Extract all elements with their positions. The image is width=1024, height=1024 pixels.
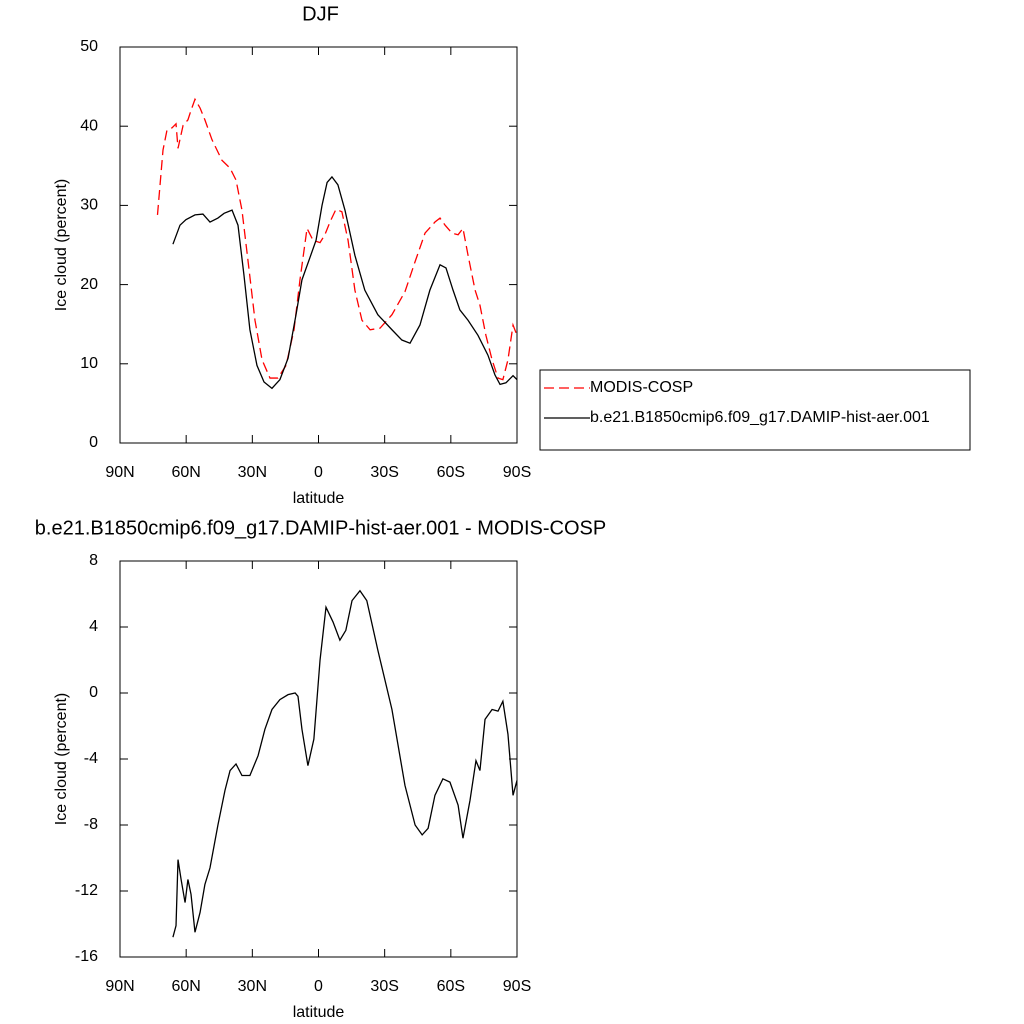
legend-box	[539, 369, 971, 451]
chart-title: b.e21.B1850cmip6.f09_g17.DAMIP-hist-aer.…	[35, 517, 606, 539]
y-tick-label: -8	[84, 816, 98, 833]
x-tick-label: 30N	[238, 978, 267, 995]
y-tick-label: 50	[80, 38, 98, 55]
y-axis-label: Ice cloud (percent)	[53, 179, 70, 312]
y-tick-label: -16	[75, 948, 98, 965]
x-tick-label: 60S	[437, 464, 465, 481]
x-tick-label: 60N	[171, 978, 200, 995]
x-axis-label: latitude	[293, 1004, 345, 1021]
plot-frame	[119, 560, 518, 958]
legend-label: MODIS-COSP	[590, 379, 693, 396]
y-tick-label: 0	[89, 684, 98, 701]
chart-title: DJF	[302, 3, 339, 25]
x-tick-label: 60N	[171, 464, 200, 481]
y-tick-label: -12	[75, 882, 98, 899]
data-line	[156, 97, 518, 381]
x-tick-label: 90N	[105, 464, 134, 481]
x-tick-label: 0	[314, 464, 323, 481]
data-line	[172, 589, 518, 938]
y-tick-label: 40	[80, 117, 98, 134]
x-tick-label: 0	[314, 978, 323, 995]
x-tick-label: 90S	[503, 464, 531, 481]
y-tick-label: 10	[80, 355, 98, 372]
legend-label: b.e21.B1850cmip6.f09_g17.DAMIP-hist-aer.…	[590, 409, 930, 426]
data-line	[172, 175, 518, 390]
y-tick-label: 8	[89, 552, 98, 569]
y-tick-label: 0	[89, 434, 98, 451]
x-tick-label: 90S	[503, 978, 531, 995]
y-axis-label: Ice cloud (percent)	[53, 693, 70, 826]
x-tick-label: 30S	[370, 978, 398, 995]
x-axis-label: latitude	[293, 490, 345, 507]
y-tick-label: 20	[80, 276, 98, 293]
x-tick-label: 90N	[105, 978, 134, 995]
plot-frame	[119, 46, 518, 444]
y-tick-label: -4	[84, 750, 98, 767]
y-tick-label: 4	[89, 618, 98, 635]
x-tick-label: 60S	[437, 978, 465, 995]
x-tick-label: 30S	[370, 464, 398, 481]
y-tick-label: 30	[80, 197, 98, 214]
x-tick-label: 30N	[238, 464, 267, 481]
